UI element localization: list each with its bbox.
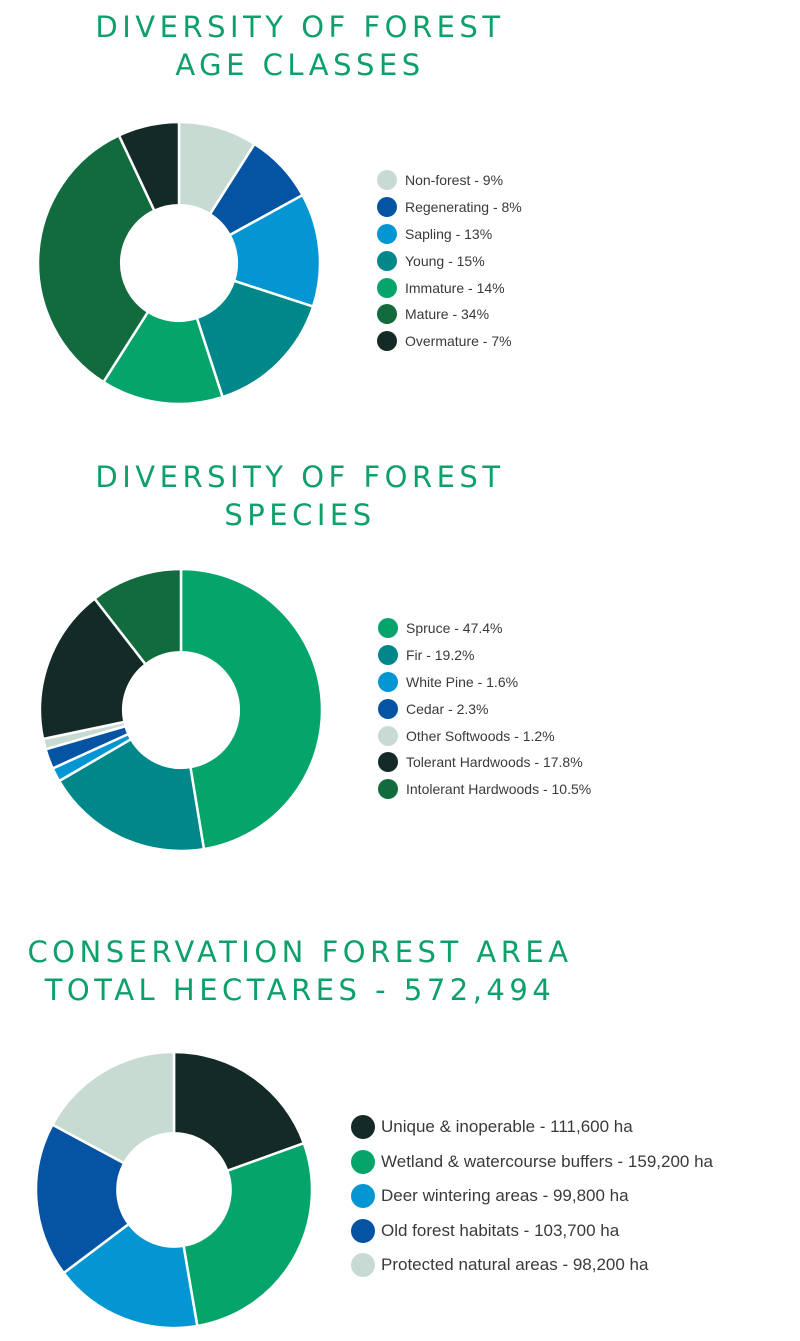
legend-swatch xyxy=(377,170,397,191)
legend-item-wetland-and-watercourse-buffers: Wetland & watercourse buffers - 159,200 … xyxy=(351,1145,713,1180)
conservation-legend: Unique & inoperable - 111,600 ha Wetland … xyxy=(351,1110,713,1283)
legend-item-cedar: Cedar - 2.3% xyxy=(378,695,591,722)
legend-item-immature: Immature - 14% xyxy=(377,274,522,301)
legend-swatch xyxy=(378,618,398,639)
title-line: AGE CLASSES xyxy=(175,48,425,82)
legend-swatch xyxy=(377,223,397,244)
slice-mature xyxy=(36,134,156,384)
legend-item-other-softwoods: Other Softwoods - 1.2% xyxy=(378,722,591,749)
legend-swatch xyxy=(351,1149,375,1174)
legend-label: Protected natural areas - 98,200 ha xyxy=(381,1255,649,1275)
legend-item-tolerant-hardwoods: Tolerant Hardwoods - 17.8% xyxy=(378,749,591,776)
legend-item-overmature: Overmature - 7% xyxy=(377,328,522,355)
legend-swatch xyxy=(378,725,398,746)
legend-label: Fir - 19.2% xyxy=(406,647,475,664)
legend-label: Non-forest - 9% xyxy=(405,172,504,189)
legend-label: Sapling - 13% xyxy=(405,225,493,242)
legend-label: White Pine - 1.6% xyxy=(406,673,519,690)
legend-label: Wetland & watercourse buffers - 159,200 … xyxy=(381,1151,714,1171)
legend-item-young: Young - 15% xyxy=(377,247,522,274)
legend-swatch xyxy=(377,304,397,325)
legend-swatch xyxy=(378,779,398,800)
legend-label: Mature - 34% xyxy=(405,306,490,323)
slice-spruce xyxy=(179,567,324,851)
legend-swatch xyxy=(351,1253,375,1278)
title-line: TOTAL HECTARES - 572,494 xyxy=(44,973,556,1007)
slice-tolerant-hardwoods xyxy=(38,597,147,741)
species-donut-chart xyxy=(38,567,324,853)
legend-item-non-forest: Non-forest - 9% xyxy=(377,167,522,194)
legend-item-spruce: Spruce - 47.4% xyxy=(378,615,591,642)
legend-swatch xyxy=(378,645,398,666)
legend-swatch xyxy=(378,698,398,719)
legend-swatch xyxy=(351,1184,375,1209)
legend-label: Immature - 14% xyxy=(405,279,505,296)
legend-label: Overmature - 7% xyxy=(405,333,512,350)
slice-young xyxy=(195,279,315,399)
chart-title-age-classes: DIVERSITY OF FOREST AGE CLASSES xyxy=(0,8,600,84)
legend-item-regenerating: Regenerating - 8% xyxy=(377,194,522,221)
slice-fir xyxy=(57,737,206,853)
species-legend: Spruce - 47.4% Fir - 19.2% White Pine - 1.… xyxy=(378,615,591,803)
legend-label: Old forest habitats - 103,700 ha xyxy=(381,1220,620,1240)
legend-swatch xyxy=(378,671,398,692)
age-classes-legend: Non-forest - 9% Regenerating - 8% Sapling … xyxy=(377,167,522,355)
legend-label: Unique & inoperable - 111,600 ha xyxy=(381,1117,633,1137)
legend-label: Young - 15% xyxy=(405,252,485,269)
legend-item-white-pine: White Pine - 1.6% xyxy=(378,669,591,696)
title-line: CONSERVATION FOREST AREA xyxy=(27,935,573,969)
legend-label: Tolerant Hardwoods - 17.8% xyxy=(406,754,583,771)
legend-item-fir: Fir - 19.2% xyxy=(378,642,591,669)
legend-swatch xyxy=(377,331,397,352)
title-line: DIVERSITY OF FOREST xyxy=(95,460,505,494)
slice-wetland-and-watercourse-buffers xyxy=(182,1141,314,1328)
legend-label: Regenerating - 8% xyxy=(405,199,522,216)
slice-deer-wintering-areas xyxy=(62,1222,199,1330)
slice-unique-and-inoperable xyxy=(172,1050,306,1173)
legend-item-old-forest-habitats: Old forest habitats - 103,700 ha xyxy=(351,1214,713,1249)
legend-label: Cedar - 2.3% xyxy=(406,700,489,717)
legend-swatch xyxy=(377,277,397,298)
slice-overmature xyxy=(117,120,181,212)
legend-item-sapling: Sapling - 13% xyxy=(377,221,522,248)
legend-swatch xyxy=(351,1218,375,1243)
legend-label: Spruce - 47.4% xyxy=(406,620,503,637)
legend-item-mature: Mature - 34% xyxy=(377,301,522,328)
conservation-donut-chart xyxy=(34,1050,314,1330)
chart-title-species: DIVERSITY OF FOREST SPECIES xyxy=(0,458,600,534)
legend-swatch xyxy=(377,197,397,218)
age-classes-donut-chart xyxy=(36,120,322,406)
slice-protected-natural-areas xyxy=(51,1050,176,1165)
legend-swatch xyxy=(377,250,397,271)
chart-title-conservation-area: CONSERVATION FOREST AREA TOTAL HECTARES … xyxy=(0,933,600,1009)
legend-label: Other Softwoods - 1.2% xyxy=(406,727,555,744)
slice-intolerant-hardwoods xyxy=(93,567,183,666)
title-line: DIVERSITY OF FOREST xyxy=(95,10,505,44)
legend-swatch xyxy=(351,1115,375,1140)
legend-label: Deer wintering areas - 99,800 ha xyxy=(381,1186,629,1206)
legend-item-deer-wintering-areas: Deer wintering areas - 99,800 ha xyxy=(351,1179,713,1214)
slice-old-forest-habitats xyxy=(34,1123,131,1275)
legend-item-protected-natural-areas: Protected natural areas - 98,200 ha xyxy=(351,1248,713,1283)
legend-label: Intolerant Hardwoods - 10.5% xyxy=(406,781,592,798)
title-line: SPECIES xyxy=(224,498,376,532)
legend-swatch xyxy=(378,752,398,773)
legend-item-intolerant-hardwoods: Intolerant Hardwoods - 10.5% xyxy=(378,776,591,803)
legend-item-unique-and-inoperable: Unique & inoperable - 111,600 ha xyxy=(351,1110,713,1145)
